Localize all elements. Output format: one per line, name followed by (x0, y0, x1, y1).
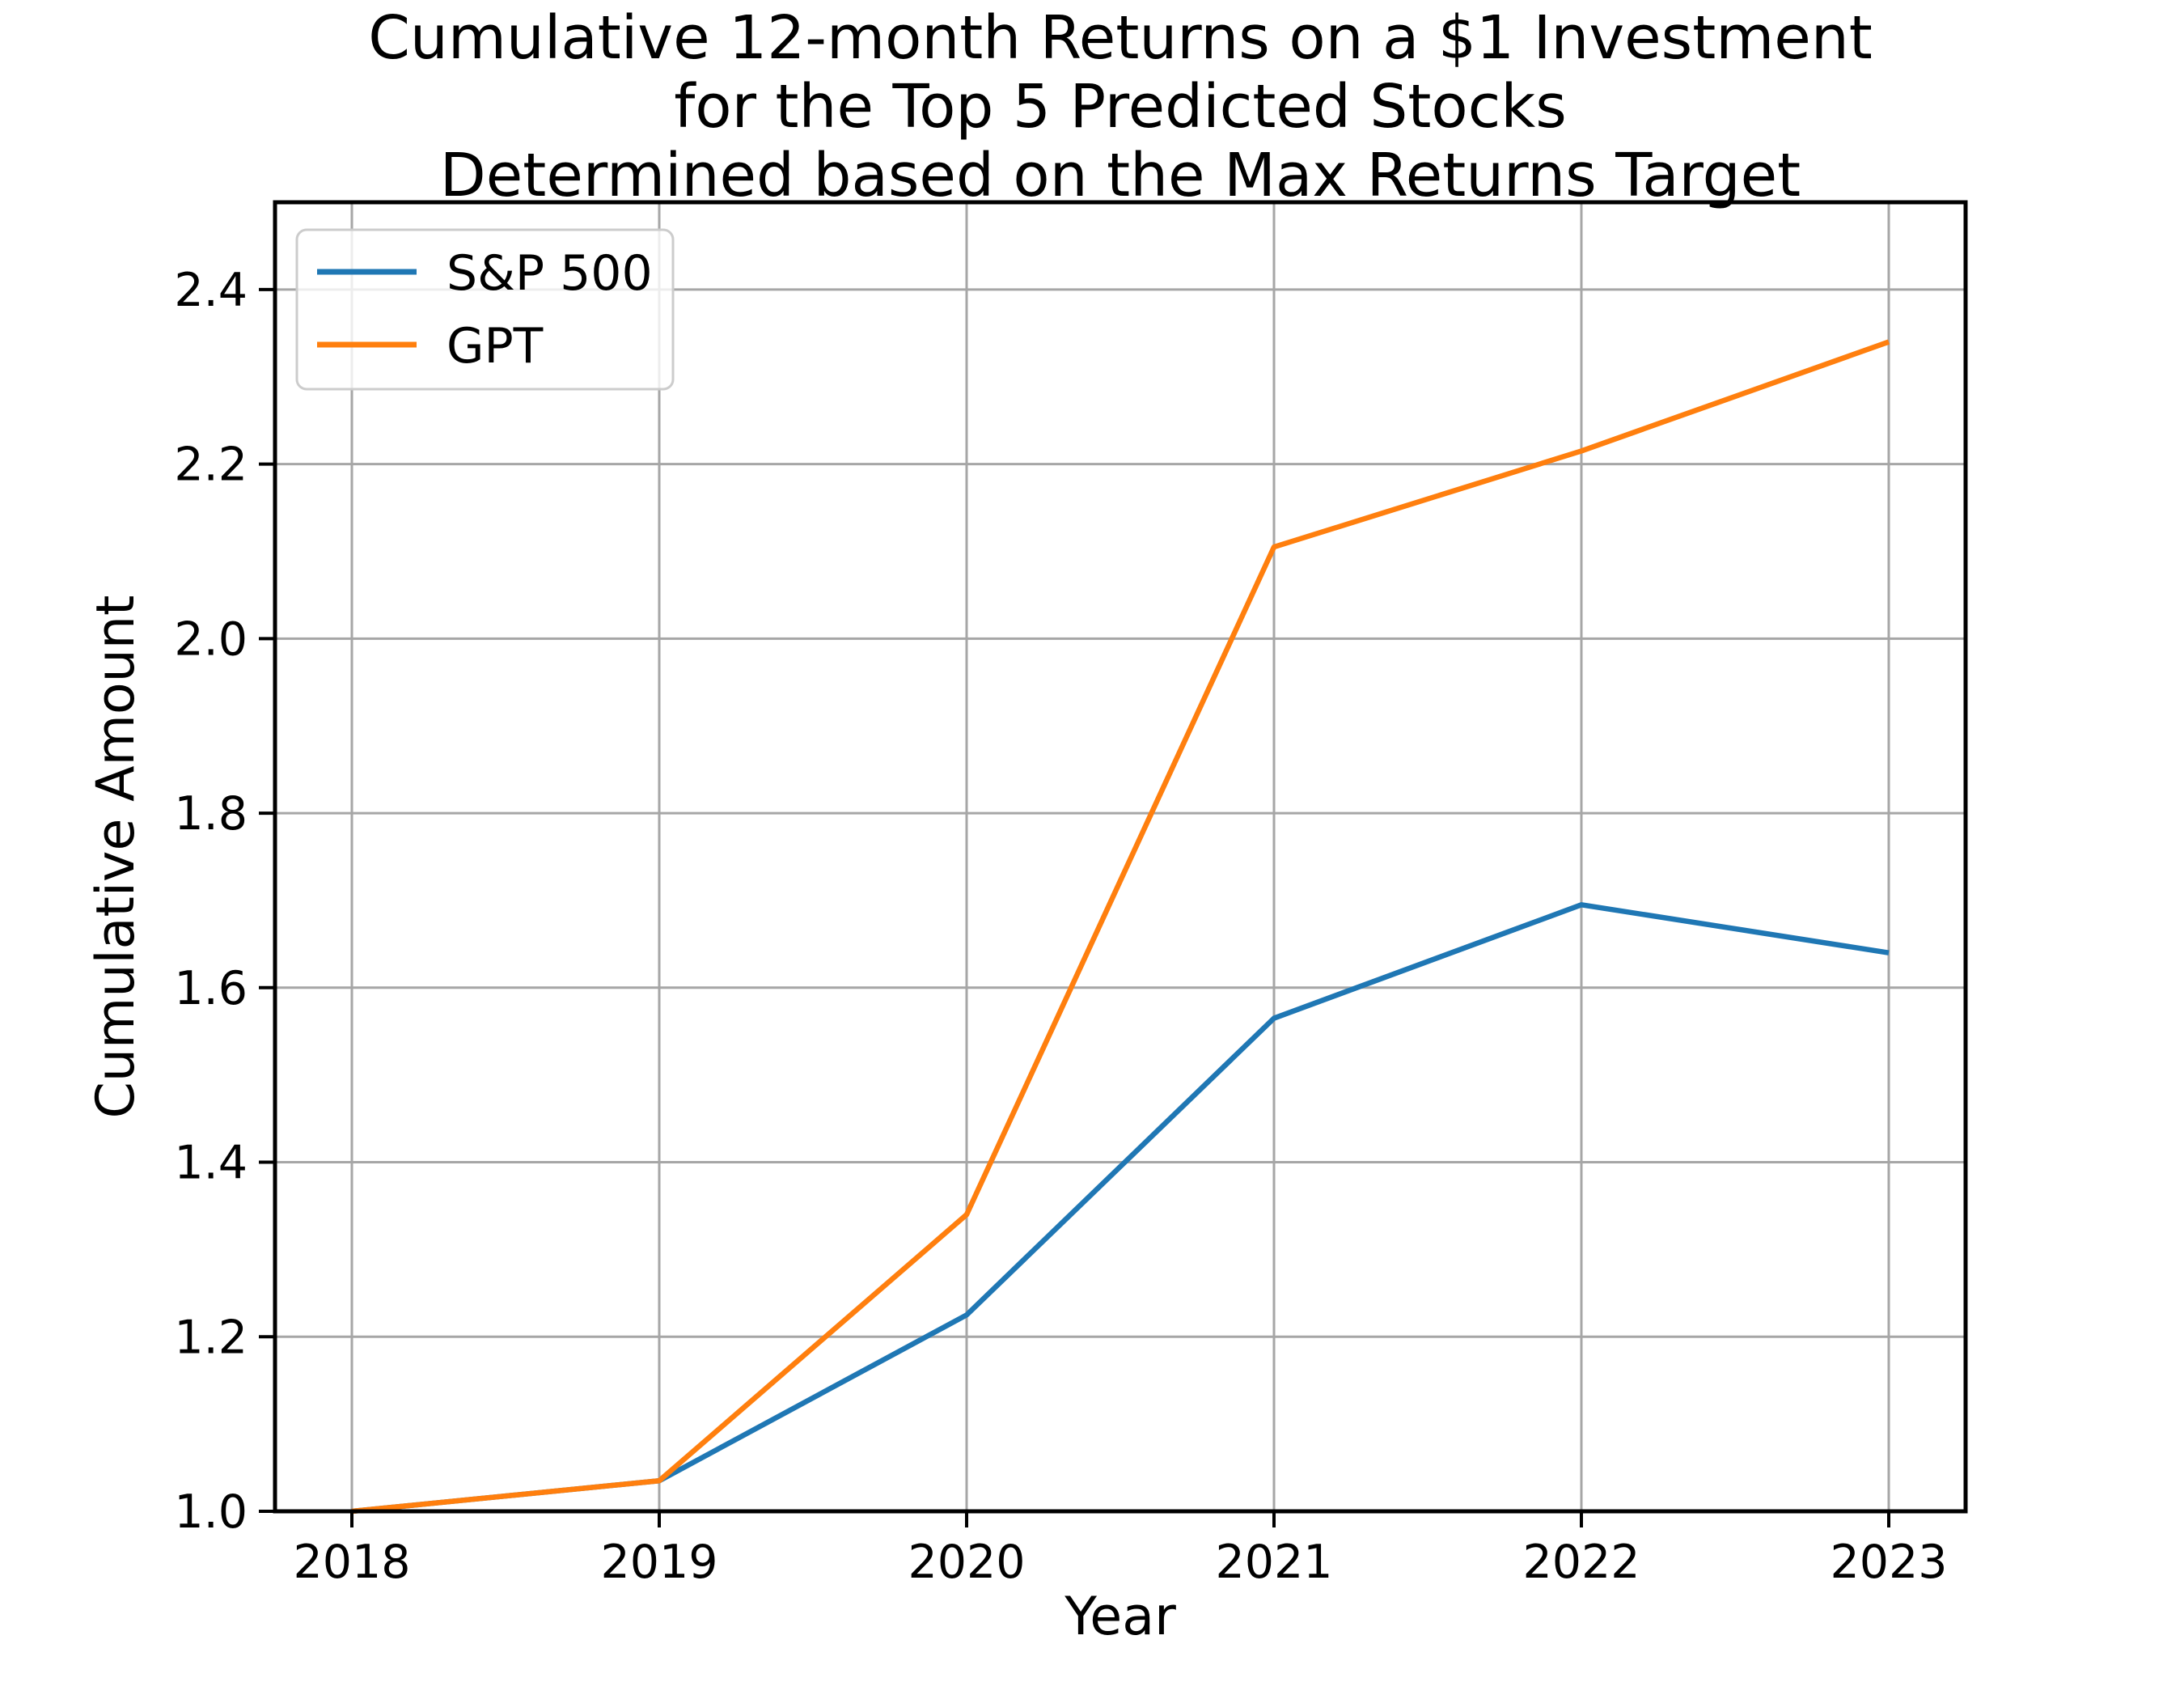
y-tick-label: 1.6 (174, 962, 248, 1015)
y-tick-label: 1.0 (174, 1485, 248, 1539)
chart-title-line: for the Top 5 Predicted Stocks (674, 72, 1567, 142)
axis-labels: Year Cumulative Amount (86, 595, 1176, 1647)
y-axis-label: Cumulative Amount (86, 595, 146, 1118)
legend-label: S&P 500 (447, 245, 653, 302)
chart-title-line: Determined based on the Max Returns Targ… (440, 141, 1801, 210)
chart-title: Cumulative 12-month Returns on a $1 Inve… (368, 3, 1872, 210)
series-lines (351, 339, 1890, 1515)
y-tick-label: 1.2 (174, 1311, 248, 1364)
y-tick-label: 1.8 (174, 787, 248, 841)
chart-title-line: Cumulative 12-month Returns on a $1 Inve… (368, 3, 1872, 73)
series-line-gpt (351, 339, 1890, 1515)
x-tick-label: 2018 (293, 1536, 410, 1589)
y-tick-label: 2.2 (174, 439, 248, 492)
axes (259, 200, 1968, 1527)
x-tick-label: 2022 (1522, 1536, 1640, 1589)
plot-border (273, 200, 1968, 1514)
tick-labels: 2018 2019 2020 2021 2022 2023 1.0 1.2 1.4 1.6 1.8 2… (174, 264, 1947, 1589)
x-tick-label: 2020 (908, 1536, 1025, 1589)
legend-label: GPT (447, 318, 544, 375)
x-tick-label: 2023 (1830, 1536, 1947, 1589)
gridlines (275, 202, 1966, 1513)
x-tick-label: 2021 (1215, 1536, 1332, 1589)
y-tick-label: 1.4 (174, 1137, 248, 1190)
y-tick-label: 2.4 (174, 264, 248, 317)
x-tick-label: 2019 (600, 1536, 717, 1589)
x-axis-label: Year (1064, 1587, 1176, 1647)
legend: S&P 500 GPT (295, 228, 675, 391)
y-tick-label: 2.0 (174, 612, 248, 666)
